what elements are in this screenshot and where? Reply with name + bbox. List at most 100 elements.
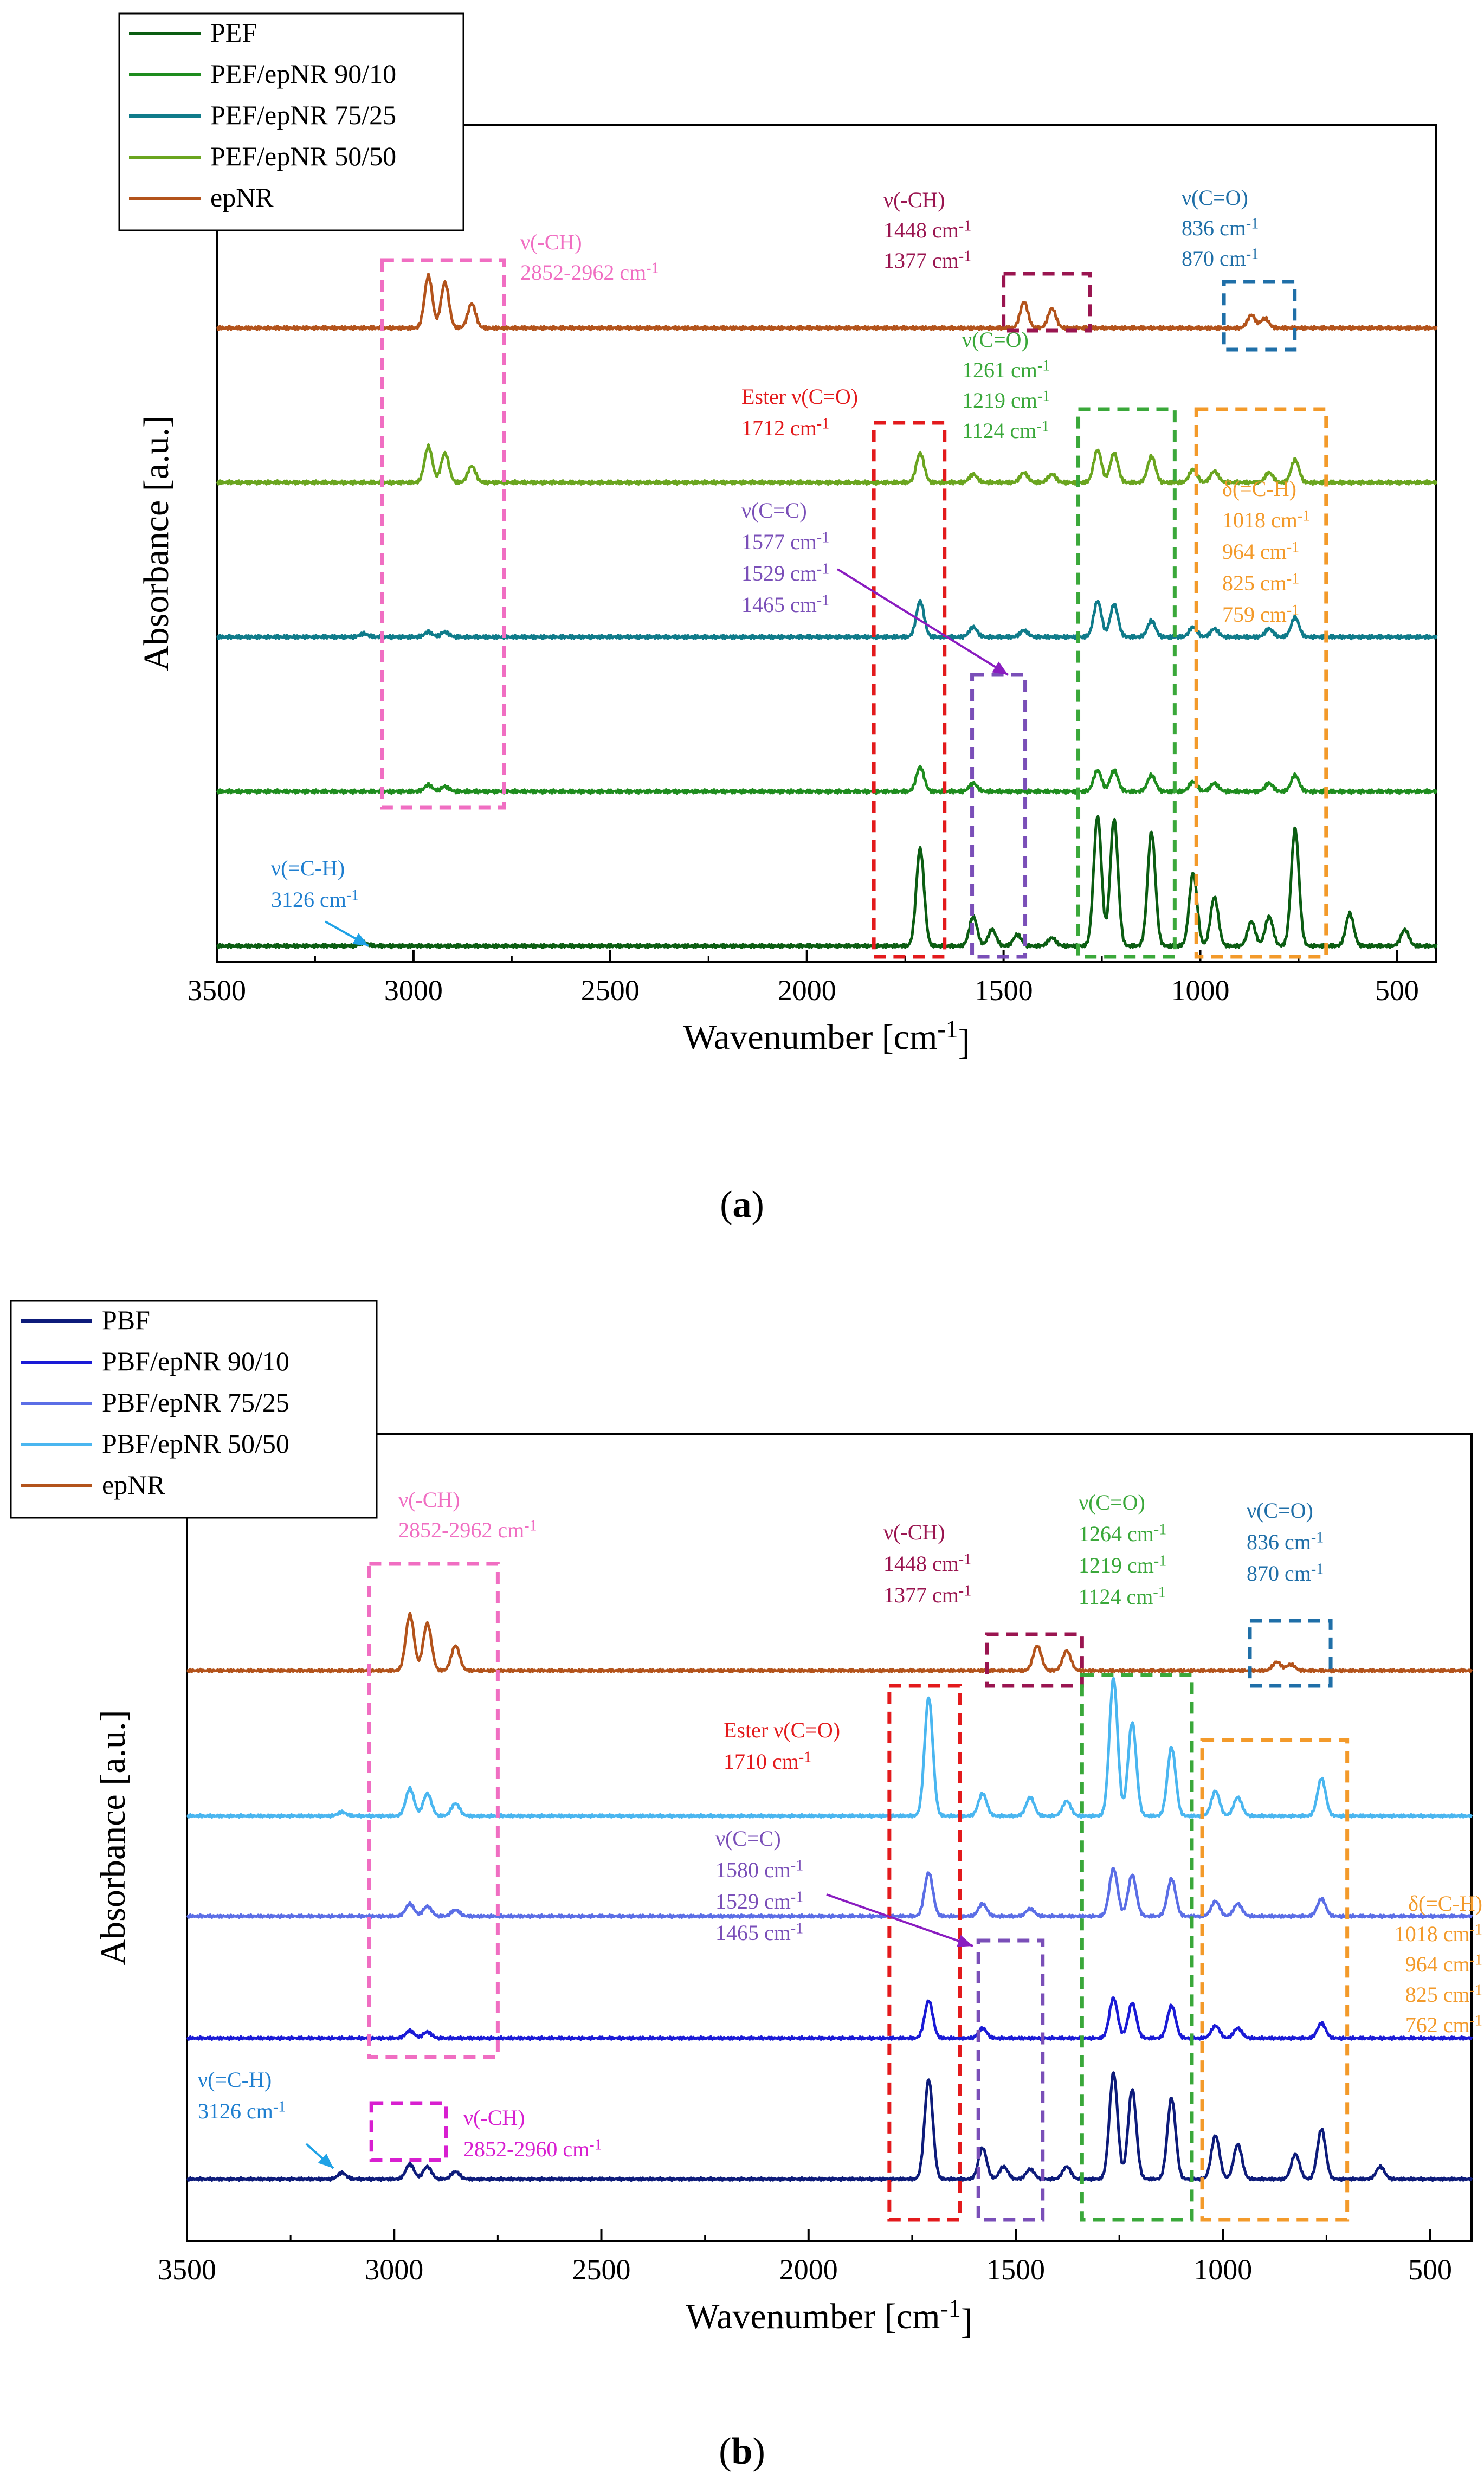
legend: PEF PEF/epNR 90/10 PEF/epNR 75/25 PEF/epNR … [118, 12, 464, 231]
x-axis-label: Wavenumber [cm-1] [686, 2295, 973, 2341]
annotation-text: δ(=C-H) [1408, 1891, 1482, 1916]
annotation-text: 3126 cm-1 [198, 2098, 286, 2123]
annotation-text: ν(=C-H) [198, 2067, 272, 2092]
annotation-box [976, 1938, 1045, 2222]
annotation-text: 870 cm-1 [1182, 246, 1259, 270]
annotation-text: ν(=C-H) [271, 856, 345, 880]
legend-label: epNR [210, 182, 274, 212]
annotation-box [1080, 1673, 1194, 2222]
annotation-text: 836 cm-1 [1182, 215, 1259, 240]
series-line-pbf-epnr-90-10 [186, 1996, 1473, 2041]
annotation-text: 3126 cm-1 [271, 887, 359, 912]
annotation-text: 1465 cm-1 [741, 592, 829, 617]
annotation-text: 1261 cm-1 [962, 357, 1050, 382]
annotation-text: 1219 cm-1 [1079, 1552, 1166, 1577]
x-tick-label-500: 500 [1375, 974, 1419, 1007]
annotation-text: 1577 cm-1 [741, 529, 829, 554]
panel-label: (b) [719, 2431, 765, 2472]
series-line-pef [216, 815, 1438, 950]
cc-arrow [836, 568, 1009, 676]
legend-label: PBF/epNR 90/10 [102, 1346, 289, 1376]
ch-arrow [305, 2143, 334, 2169]
x-tick-label-500: 500 [1408, 2253, 1452, 2286]
annotation-text: ν(C=O) [1182, 185, 1248, 210]
x-tick-label-3500: 3500 [158, 2253, 216, 2286]
panel-label: (a) [720, 1184, 764, 1226]
annotation-text: 1448 cm-1 [883, 217, 971, 242]
chart-panel-a: 3500 3000 2500 2000 1500 1000 500 Wavenumber [c… [118, 12, 1438, 1226]
y-axis-label: Absorbance [a.u.] [93, 1710, 133, 1966]
series-line-pef-epnr-75-25 [216, 598, 1438, 641]
series-line-pbf-epnr-75-25 [186, 1867, 1473, 1919]
annotation-text: 1377 cm-1 [883, 248, 971, 273]
annotation-text: 1018 cm-1 [1395, 1921, 1482, 1946]
x-tick-label-2000: 2000 [779, 2253, 838, 2286]
series-line-epnr [186, 1612, 1473, 1674]
annotation-box [1222, 280, 1297, 352]
annotation-box [367, 1562, 500, 2059]
annotation-box [970, 673, 1028, 959]
legend-label: PEF/epNR 90/10 [210, 59, 396, 89]
annotation-text: ν(-CH) [883, 188, 945, 212]
annotation-text: 759 cm-1 [1222, 602, 1299, 627]
annotation-text: 1465 cm-1 [715, 1920, 803, 1945]
ch-arrow [325, 920, 369, 947]
annotation-text: ν(C=C) [715, 1826, 781, 1851]
annotation-text: 870 cm-1 [1247, 1561, 1324, 1586]
x-tick-label-1000: 1000 [1171, 974, 1230, 1007]
annotation-text: 825 cm-1 [1222, 570, 1299, 595]
annotation-box [369, 2101, 448, 2162]
annotation-text: 825 cm-1 [1405, 1982, 1482, 2007]
annotation-text: 1712 cm-1 [741, 415, 829, 440]
annotation-text: 1124 cm-1 [1079, 1584, 1166, 1609]
x-tick-label-2000: 2000 [778, 974, 836, 1007]
annotation-text: 964 cm-1 [1222, 539, 1299, 564]
legend-label: PBF/epNR 75/25 [102, 1387, 289, 1417]
annotation-text: ν(-CH) [463, 2105, 525, 2130]
x-tick-label-1500: 1500 [975, 974, 1033, 1007]
series-line-epnr [216, 273, 1438, 332]
x-tick-label-2500: 2500 [581, 974, 640, 1007]
x-tick-label-3000: 3000 [365, 2253, 423, 2286]
annotation-text: 2852-2960 cm-1 [463, 2136, 602, 2161]
series-line-pbf-epnr-50-50 [186, 1677, 1473, 1819]
legend-label: PBF [102, 1305, 150, 1335]
annotation-text: 964 cm-1 [1405, 1951, 1482, 1976]
annotation-box [1002, 272, 1092, 333]
annotation-text: δ(=C-H) [1222, 476, 1296, 501]
annotation-box [887, 1684, 962, 2222]
legend: PBF PBF/epNR 90/10 PBF/epNR 75/25 PBF/epNR … [10, 1300, 378, 1519]
annotation-box [380, 258, 506, 810]
annotation-text: 1710 cm-1 [724, 1749, 811, 1774]
x-tick-label-1500: 1500 [986, 2253, 1045, 2286]
annotation-text: 1448 cm-1 [883, 1551, 971, 1576]
series-line-pbf [186, 2071, 1473, 2182]
annotation-text: 2852-2962 cm-1 [520, 260, 659, 285]
annotation-box [1076, 407, 1177, 959]
annotation-box [1194, 407, 1328, 959]
series-line-pef-epnr-50-50 [216, 443, 1438, 486]
annotation-text: Ester ν(C=O) [724, 1718, 840, 1742]
annotation-text: ν(-CH) [398, 1487, 460, 1512]
annotation-text: ν(C=O) [962, 327, 1029, 352]
annotation-text: 1124 cm-1 [962, 418, 1049, 443]
annotation-text: 1529 cm-1 [741, 560, 829, 585]
cc-arrow [826, 1893, 973, 1947]
annotation-text: 836 cm-1 [1247, 1529, 1324, 1554]
annotation-box [872, 421, 947, 959]
annotation-text: ν(C=O) [1247, 1498, 1313, 1523]
annotation-text: ν(C=O) [1079, 1490, 1145, 1515]
x-tick-label-1000: 1000 [1193, 2253, 1252, 2286]
annotation-text: ν(-CH) [883, 1520, 945, 1544]
legend-label: PEF/epNR 50/50 [210, 141, 396, 171]
annotation-text: 1219 cm-1 [962, 388, 1050, 413]
annotation-text: Ester ν(C=O) [741, 384, 858, 409]
x-tick-label-3000: 3000 [384, 974, 443, 1007]
annotation-text: 1264 cm-1 [1079, 1521, 1166, 1546]
legend-label: PEF/epNR 75/25 [210, 100, 396, 130]
x-axis-label: Wavenumber [cm-1] [683, 1015, 970, 1062]
annotation-text: 1377 cm-1 [883, 1582, 971, 1607]
plot-frame [216, 124, 1437, 963]
annotation-text: 1580 cm-1 [715, 1857, 803, 1882]
